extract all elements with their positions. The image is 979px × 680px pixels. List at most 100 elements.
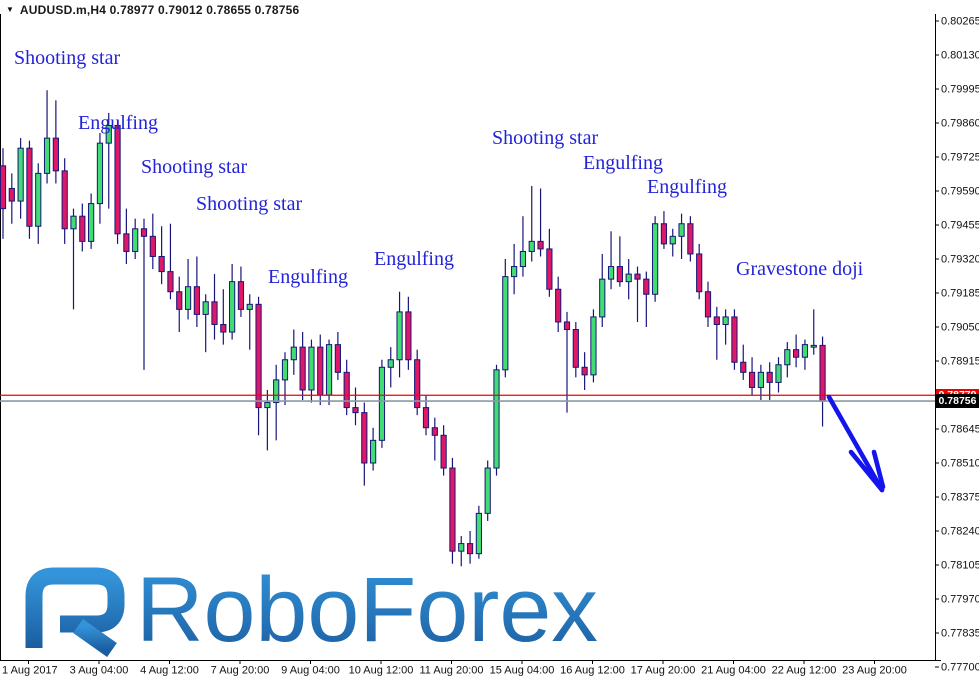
- candle-bear: [748, 371, 756, 388]
- candle-bear: [766, 371, 773, 383]
- time-axis-label: 7 Aug 20:00: [211, 665, 270, 677]
- candle-bear: [220, 323, 227, 333]
- candle-bear: [237, 281, 245, 310]
- candle-bull: [35, 172, 42, 227]
- candle-bear: [176, 291, 183, 310]
- annotation-shooting-star: Shooting star: [14, 47, 121, 69]
- candle-bear: [449, 467, 456, 552]
- candle-bear: [361, 412, 368, 464]
- roboforex-logomark: [25, 567, 125, 648]
- candle-bear: [149, 235, 156, 257]
- price-axis-label: 0.79320: [941, 254, 979, 266]
- candle-bull: [607, 266, 615, 280]
- roboforex-logo-text: RoboForex: [136, 559, 598, 661]
- current-price-tag: 0.78756: [936, 394, 979, 409]
- candle-bull: [757, 371, 764, 388]
- candle-bear: [537, 240, 544, 250]
- candle-bear: [193, 286, 200, 315]
- candle-bull: [396, 311, 403, 361]
- price-axis-label: 0.77700: [941, 662, 979, 674]
- symbol-ohlc-title: AUDUSD.m,H4 0.78977 0.79012 0.78655 0.78…: [19, 3, 300, 17]
- candle-bear: [440, 434, 447, 469]
- price-axis-label: 0.80265: [941, 16, 979, 28]
- candle-bull: [229, 281, 236, 333]
- candle-bear: [713, 316, 720, 325]
- candle-bull: [246, 303, 253, 310]
- candle-bear: [634, 273, 641, 280]
- candle-bull: [387, 359, 394, 368]
- annotation-shooting-star: Shooting star: [141, 156, 248, 178]
- candle-bull: [502, 276, 509, 371]
- candle-bull: [625, 273, 632, 283]
- candle-bull: [669, 235, 676, 245]
- annotation-engulfing: Engulfing: [268, 266, 348, 288]
- candle-bull: [273, 379, 280, 404]
- candle-bull: [528, 240, 535, 252]
- candle-bear: [696, 253, 703, 293]
- candle-bear: [255, 303, 262, 409]
- candle-bull: [784, 349, 791, 366]
- candle-bear: [819, 344, 826, 402]
- candle-bull: [484, 467, 491, 514]
- candle-bear: [334, 344, 341, 373]
- candle-bear: [79, 215, 86, 242]
- symbol-dropdown-icon[interactable]: ▼: [6, 5, 14, 14]
- candle-bear: [546, 248, 553, 290]
- candle-bull: [17, 147, 24, 202]
- price-axis-label: 0.78510: [941, 458, 979, 470]
- annotation-engulfing: Engulfing: [647, 176, 727, 198]
- candle-bull: [105, 125, 112, 144]
- price-axis-label: 0.79455: [941, 220, 979, 232]
- annotation-engulfing: Engulfing: [583, 152, 663, 174]
- price-axis-label: 0.78240: [941, 526, 979, 538]
- price-axis-label: 0.78645: [941, 424, 979, 436]
- price-axis-label: 0.78375: [941, 492, 979, 504]
- candle-bull: [678, 223, 685, 237]
- candle-bull: [652, 223, 659, 295]
- candle-bull: [458, 543, 465, 552]
- candle-bull: [281, 359, 289, 381]
- candle-bear: [140, 228, 148, 237]
- chart-title-bar: ▼ AUDUSD.m,H4 0.78977 0.79012 0.78655 0.…: [6, 2, 299, 18]
- arrow-barb: [871, 449, 886, 490]
- time-axis-label: 22 Aug 12:00: [772, 665, 837, 677]
- candle-bear: [431, 427, 438, 436]
- time-axis-label: 4 Aug 12:00: [140, 665, 199, 677]
- annotation-engulfing: Engulfing: [374, 248, 454, 270]
- price-axis-label: 0.79995: [941, 84, 979, 96]
- roboforex-logomark-leg: [73, 619, 117, 657]
- candle-bull: [325, 344, 333, 396]
- candle-bear: [61, 170, 68, 230]
- candle-bear: [555, 288, 562, 323]
- arrow-barb: [848, 449, 885, 493]
- price-axis-label: 0.79590: [941, 186, 979, 198]
- candle-bear: [299, 346, 306, 391]
- candle-bear: [0, 165, 7, 210]
- time-axis-label: 9 Aug 04:00: [281, 665, 340, 677]
- time-axis-label: 1 Aug 2017: [2, 665, 58, 677]
- time-axis-label: 16 Aug 12:00: [560, 665, 625, 677]
- candle-bear: [643, 278, 650, 295]
- candle-bear: [422, 407, 430, 429]
- price-axis-label: 0.79050: [941, 322, 979, 334]
- candle-bear: [211, 301, 218, 325]
- candle-bear: [158, 255, 165, 273]
- candle-bull: [202, 301, 209, 315]
- candle-bear: [660, 223, 668, 245]
- candle-bull: [264, 402, 271, 409]
- candle-bear: [466, 543, 474, 555]
- annotation-gravestone-doji: Gravestone doji: [736, 258, 864, 280]
- candle-bear: [167, 271, 174, 293]
- candle-bear: [352, 407, 359, 414]
- time-axis-label: 21 Aug 04:00: [701, 665, 766, 677]
- candle-bear: [8, 187, 15, 202]
- annotation-engulfing: Engulfing: [78, 112, 158, 134]
- candle-bear: [740, 361, 747, 373]
- candle-bull: [132, 228, 139, 252]
- candle-bear: [687, 223, 694, 255]
- candle-bear: [563, 321, 571, 331]
- price-axis-label: 0.79185: [941, 288, 979, 300]
- arrow-shaft: [826, 394, 885, 493]
- candle-bull: [378, 366, 386, 441]
- candle-bull: [88, 203, 95, 242]
